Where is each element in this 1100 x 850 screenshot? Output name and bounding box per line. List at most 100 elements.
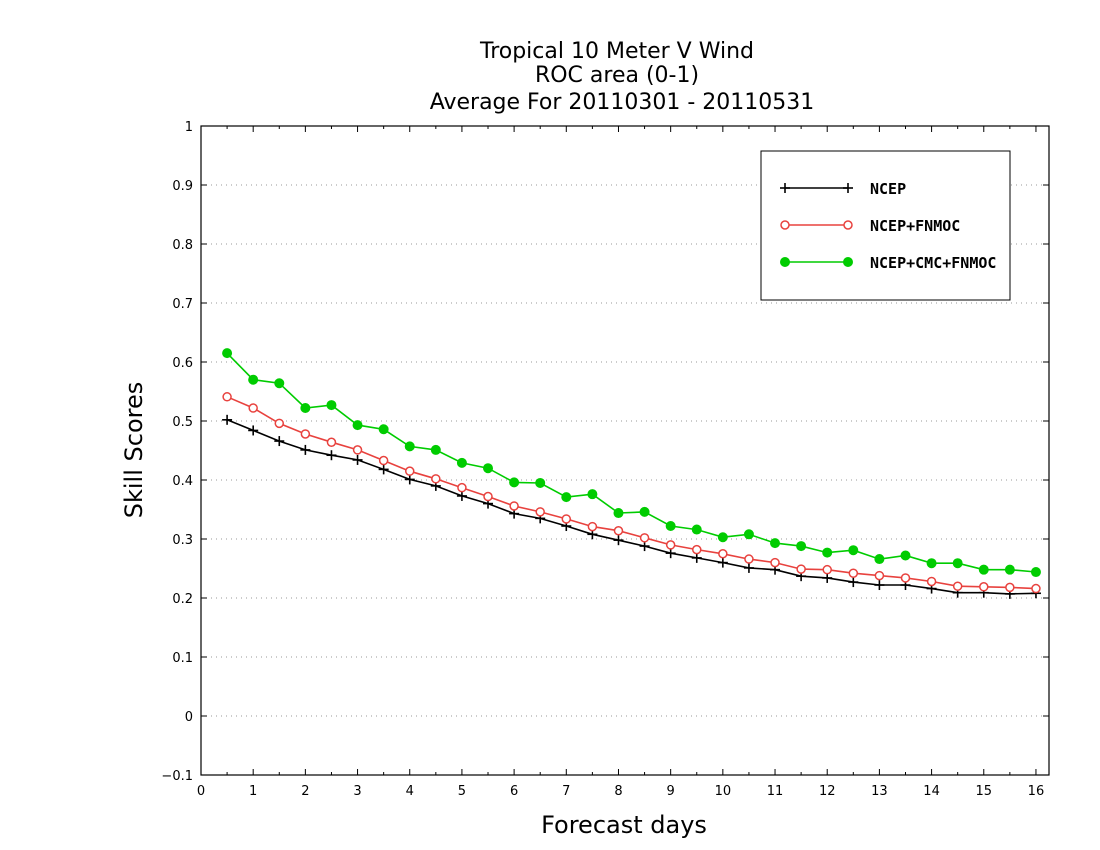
data-point xyxy=(926,558,937,569)
data-point xyxy=(743,529,754,540)
y-tick-label: 0 xyxy=(185,710,193,725)
x-tick-label: 13 xyxy=(871,784,888,799)
data-point xyxy=(848,568,859,578)
data-point xyxy=(692,544,702,555)
x-tick-label: 12 xyxy=(819,784,836,799)
data-point xyxy=(770,538,781,549)
chart-title: Tropical 10 Meter V Wind ROC area (0-1) … xyxy=(430,39,815,115)
data-point xyxy=(509,477,520,488)
data-point xyxy=(535,507,545,517)
data-point xyxy=(717,532,728,543)
y-axis-title: Skill Scores xyxy=(120,382,148,519)
data-point xyxy=(848,577,859,588)
title-line-2: ROC area (0-1) xyxy=(535,63,699,88)
data-point xyxy=(874,580,885,591)
data-point xyxy=(352,454,363,465)
data-point xyxy=(352,420,363,431)
data-point xyxy=(404,466,415,476)
y-tick-label: 0.4 xyxy=(172,474,193,489)
y-tick-label: 0.3 xyxy=(172,533,193,548)
x-tick-label: 16 xyxy=(1028,784,1045,799)
data-point xyxy=(587,521,598,532)
data-point xyxy=(561,514,572,524)
data-point xyxy=(535,477,546,488)
title-line-1: Tropical 10 Meter V Wind xyxy=(479,39,754,64)
x-tick-label: 5 xyxy=(458,784,466,799)
data-point xyxy=(613,508,624,519)
data-point xyxy=(900,550,911,561)
x-tick-label: 15 xyxy=(975,784,992,799)
x-tick-label: 0 xyxy=(197,784,205,799)
legend: NCEP NCEP+FNMOC NCEP+CMC+FNMOC xyxy=(760,150,1011,301)
data-point xyxy=(300,429,311,439)
x-axis: 0 1 2 3 4 5 6 7 8 9 10 11 12 13 14 15 16 xyxy=(197,126,1044,799)
data-point xyxy=(457,482,467,493)
legend-entry: NCEP xyxy=(780,180,906,198)
y-tick-label: 0.5 xyxy=(172,415,193,430)
data-point xyxy=(691,552,702,563)
y-tick-label: 0.6 xyxy=(172,356,193,371)
data-point xyxy=(613,525,624,536)
data-point xyxy=(979,582,989,592)
x-tick-label: 6 xyxy=(510,784,518,799)
data-point xyxy=(300,403,311,414)
legend-marker xyxy=(843,257,853,267)
y-tick-label: 0.9 xyxy=(172,179,193,194)
x-tick-label: 8 xyxy=(614,784,622,799)
legend-entry: NCEP+CMC+FNMOC xyxy=(780,254,996,272)
y-tick-label: 0.2 xyxy=(172,592,193,607)
data-point xyxy=(1005,582,1015,593)
legend-marker xyxy=(780,257,790,267)
data-point xyxy=(483,491,493,502)
data-point xyxy=(222,348,233,359)
data-point xyxy=(456,457,467,468)
data-point xyxy=(639,506,650,517)
legend-label: NCEP xyxy=(870,180,906,198)
data-point xyxy=(248,425,259,436)
x-axis-title: Forecast days xyxy=(541,811,707,839)
x-tick-label: 7 xyxy=(562,784,570,799)
data-point xyxy=(456,490,467,501)
data-point xyxy=(743,562,754,573)
data-point xyxy=(718,549,728,559)
legend-entry: NCEP+FNMOC xyxy=(780,217,960,235)
data-point xyxy=(378,455,389,466)
data-point xyxy=(326,437,337,447)
data-point xyxy=(639,533,650,543)
legend-marker xyxy=(780,183,790,193)
data-point xyxy=(665,521,676,532)
data-point xyxy=(665,548,676,559)
data-point xyxy=(1004,564,1015,575)
data-point xyxy=(509,501,519,511)
data-point xyxy=(326,400,337,411)
data-point xyxy=(874,554,885,565)
data-point xyxy=(274,418,285,429)
y-tick-label: −0.1 xyxy=(161,769,193,784)
data-point xyxy=(430,444,441,455)
y-tick-label: 0.8 xyxy=(172,238,193,253)
data-point xyxy=(248,374,259,385)
data-point xyxy=(378,424,389,435)
series-layer xyxy=(222,348,1041,599)
data-point xyxy=(561,492,572,503)
series-line xyxy=(226,419,1037,595)
x-tick-label: 14 xyxy=(923,784,940,799)
y-tick-label: 0.1 xyxy=(172,651,193,666)
data-point xyxy=(796,541,807,552)
data-point xyxy=(483,463,494,474)
data-point xyxy=(744,554,754,564)
series-1 xyxy=(222,392,1041,594)
data-point xyxy=(822,572,833,583)
data-point xyxy=(274,436,285,447)
data-point xyxy=(352,445,363,455)
data-point xyxy=(952,581,963,591)
data-point xyxy=(300,444,311,455)
data-point xyxy=(639,541,650,552)
legend-marker xyxy=(843,183,853,193)
series-line xyxy=(226,396,1037,590)
data-point xyxy=(326,450,337,461)
plot-frame xyxy=(200,125,1050,776)
legend-marker xyxy=(843,220,853,230)
data-point xyxy=(978,564,989,575)
data-point xyxy=(717,557,728,568)
